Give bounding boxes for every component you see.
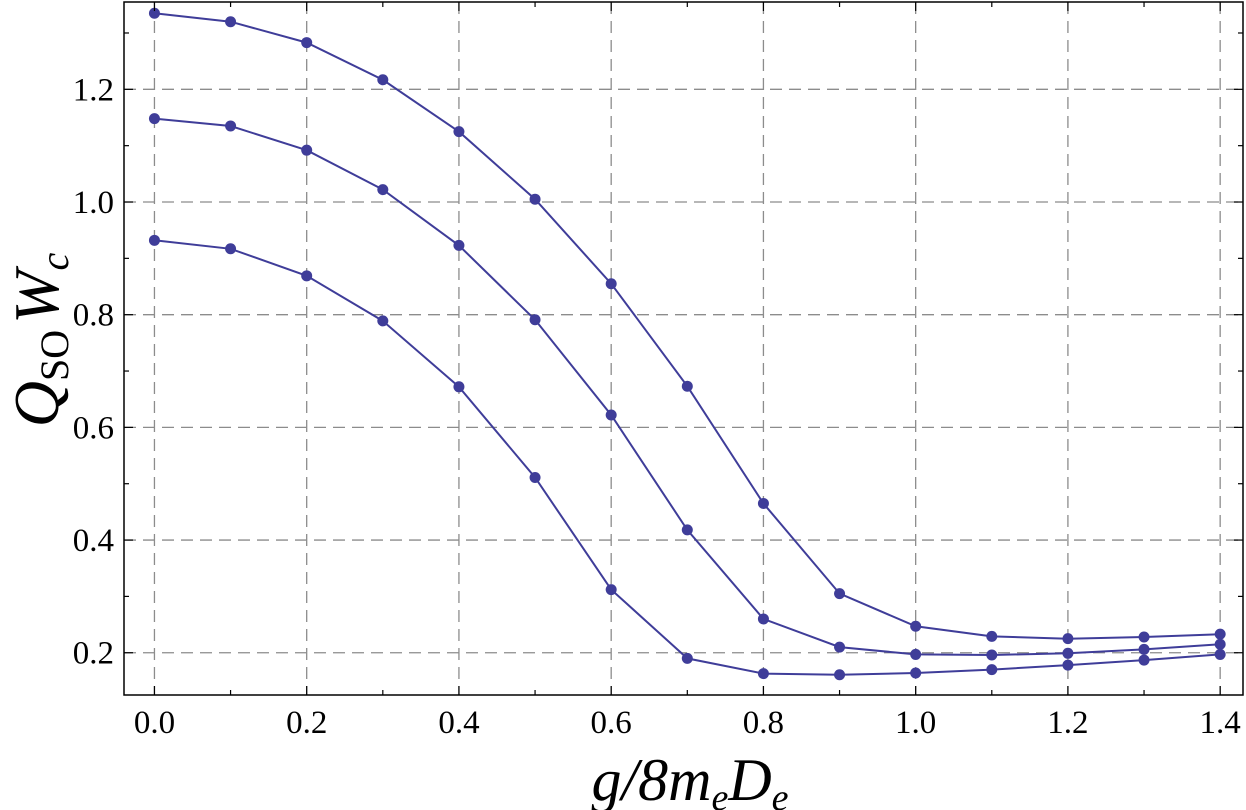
data-point <box>757 668 769 680</box>
x-tick-label: 0.8 <box>743 705 784 741</box>
data-point <box>453 239 465 251</box>
data-point <box>681 652 693 664</box>
series-1 <box>148 113 1226 661</box>
data-point <box>453 126 465 138</box>
data-point <box>377 184 389 196</box>
y-tick-label: 1.2 <box>73 72 114 108</box>
y-tick-label: 0.4 <box>73 523 114 559</box>
y-tick-label: 0.8 <box>73 298 114 334</box>
x-tick-label: 0.2 <box>286 705 327 741</box>
plot-frame <box>123 1 1244 696</box>
data-point <box>910 648 922 660</box>
series-line-2 <box>154 239 1221 676</box>
x-axis-title-sub2: e <box>772 777 789 810</box>
data-point <box>148 7 160 19</box>
data-point <box>529 472 541 484</box>
y-tick-label: 0.2 <box>73 636 114 672</box>
data-point <box>1214 638 1226 650</box>
y-axis-title-main: Q <box>1 381 72 427</box>
data-point <box>377 315 389 327</box>
data-point <box>1062 633 1074 645</box>
data-point <box>1138 631 1150 643</box>
data-point <box>529 193 541 205</box>
data-point <box>986 649 998 661</box>
series-line-0 <box>154 12 1221 640</box>
data-point <box>681 524 693 536</box>
data-point <box>225 243 237 255</box>
y-axis-title-sub: SO <box>32 330 77 381</box>
data-point <box>605 409 617 421</box>
data-point <box>301 37 313 49</box>
y-axis-title-tail-sub: c <box>32 253 77 271</box>
data-point <box>910 620 922 632</box>
axis-ticks <box>124 2 1243 695</box>
data-point <box>986 630 998 642</box>
x-axis-title: g/8meDe <box>591 747 788 810</box>
x-tick-label: 0.0 <box>134 705 175 741</box>
y-tick-label: 1.0 <box>73 185 114 221</box>
data-point <box>301 270 313 282</box>
y-axis-title: QSO Wc <box>1 253 77 428</box>
data-point <box>529 314 541 326</box>
data-point <box>605 278 617 290</box>
data-point <box>910 667 922 679</box>
data-point <box>225 120 237 132</box>
x-axis-title-main: g/8m <box>591 747 711 810</box>
tick-labels: 0.0 0.2 0.4 0.6 0.8 1.0 1.2 1.4 0.2 0.4 0.6 0.8 1.0 1… <box>73 72 1241 741</box>
data-point <box>1214 628 1226 640</box>
grid <box>124 2 1243 695</box>
series-layer <box>148 7 1226 681</box>
x-tick-label: 0.4 <box>438 705 479 741</box>
data-point <box>834 588 846 600</box>
data-point <box>1214 648 1226 660</box>
x-axis-title-mid: D <box>727 747 771 810</box>
data-point <box>148 113 160 125</box>
x-tick-label: 0.6 <box>591 705 632 741</box>
data-point <box>453 381 465 393</box>
data-point <box>757 497 769 509</box>
y-tick-label: 0.6 <box>73 410 114 446</box>
series-0 <box>148 7 1226 645</box>
data-point <box>1062 659 1074 671</box>
data-point <box>377 74 389 86</box>
data-point <box>225 16 237 28</box>
data-point <box>605 584 617 596</box>
data-point <box>834 669 846 681</box>
data-point <box>681 380 693 392</box>
x-tick-label: 1.4 <box>1200 705 1241 741</box>
x-tick-label: 1.2 <box>1047 705 1088 741</box>
data-point <box>1062 647 1074 659</box>
series-2 <box>148 234 1226 681</box>
data-point <box>834 641 846 653</box>
data-point <box>986 664 998 676</box>
x-tick-label: 1.0 <box>895 705 936 741</box>
x-axis-title-sub1: e <box>711 777 728 810</box>
data-point <box>148 234 160 246</box>
data-point <box>757 613 769 625</box>
data-point <box>1138 654 1150 666</box>
data-point <box>301 144 313 156</box>
data-point <box>1138 643 1150 655</box>
y-axis-title-tail: W <box>1 265 72 324</box>
